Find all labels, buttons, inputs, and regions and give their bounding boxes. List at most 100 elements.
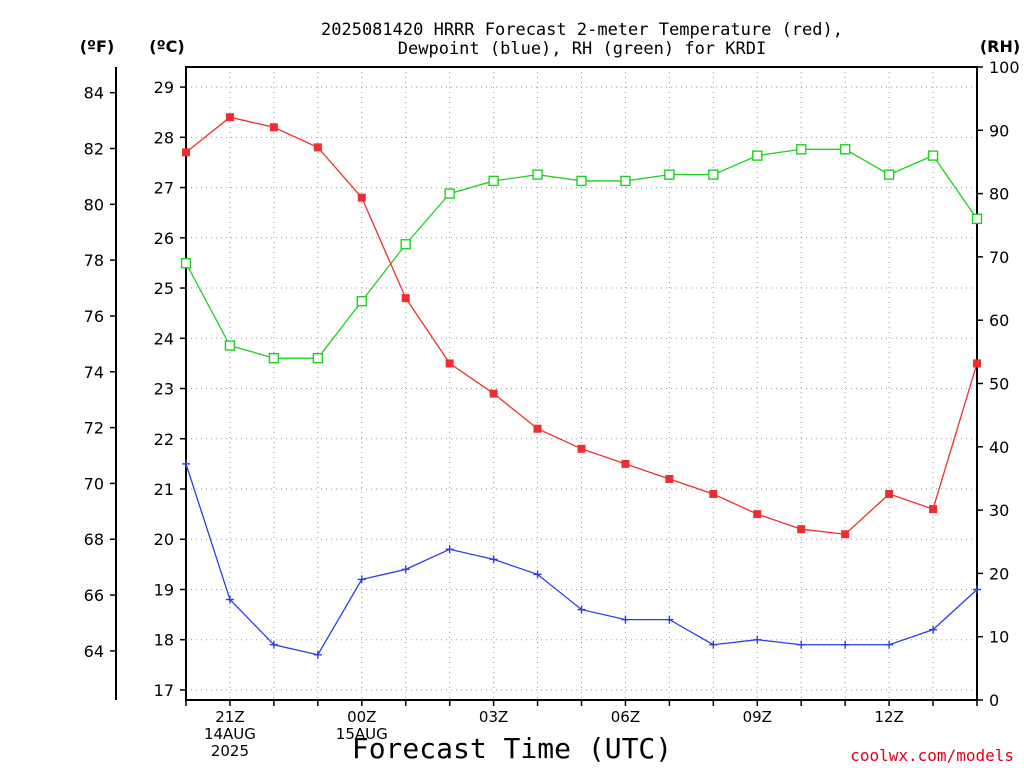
- x-axis-title: Forecast Time (UTC): [352, 732, 672, 765]
- temperature-point: [929, 505, 938, 514]
- celsius-tick-label: 23: [154, 380, 174, 399]
- temperature-point: [885, 490, 894, 499]
- fahrenheit-tick-label: 76: [84, 307, 104, 326]
- fahrenheit-tick-label: 78: [84, 251, 104, 270]
- rh-point: [752, 150, 763, 161]
- time-tick-label: 00Z: [347, 708, 376, 726]
- rh-point: [927, 150, 939, 161]
- dewpoint-point: [357, 575, 366, 584]
- time-tick-label: 21Z: [215, 708, 244, 726]
- celsius-tick-label: 29: [154, 78, 174, 97]
- rh-point: [708, 169, 719, 180]
- time-tick-label: 06Z: [611, 708, 640, 726]
- temperature-point: [841, 530, 850, 539]
- rh-tick-label: 10: [989, 628, 1009, 647]
- celsius-tick-label: 22: [154, 430, 174, 449]
- dewpoint-point: [973, 585, 981, 594]
- celsius-tick-label: 18: [154, 631, 174, 650]
- celsius-tick-label: 28: [154, 128, 174, 147]
- fahrenheit-tick-label: 70: [84, 474, 104, 493]
- dewpoint-point: [269, 640, 278, 649]
- rh-point: [444, 188, 455, 199]
- dewpoint-point: [841, 640, 850, 649]
- rh-point: [576, 175, 587, 187]
- rh-point: [620, 175, 631, 187]
- dewpoint-point: [445, 545, 454, 554]
- temperature-point: [401, 294, 410, 303]
- fahrenheit-tick-label: 74: [84, 363, 104, 382]
- credit-text: coolwx.com/models: [850, 746, 1014, 765]
- time-tick-label: 09Z: [743, 708, 772, 726]
- dewpoint-point: [401, 565, 410, 574]
- rh-tick-label: 70: [989, 248, 1009, 267]
- chart-title-line2: Dewpoint (blue), RH (green) for KRDI: [398, 39, 766, 59]
- temperature-point: [313, 143, 322, 152]
- temperature-point: [665, 474, 674, 483]
- temperature-point: [577, 444, 586, 453]
- celsius-tick-label: 27: [154, 179, 174, 198]
- temperature-point: [489, 389, 498, 398]
- celsius-tick-label: 19: [154, 580, 174, 599]
- dewpoint-point: [929, 625, 938, 634]
- celsius-tick-label: 20: [154, 530, 174, 549]
- rh-point: [224, 340, 236, 351]
- fahrenheit-tick-label: 66: [84, 586, 104, 605]
- rh-unit-label: (RH): [980, 37, 1020, 56]
- rh-tick-label: 0: [989, 691, 999, 710]
- rh-point: [268, 352, 280, 364]
- temperature-point: [269, 123, 278, 132]
- temperature-point: [225, 113, 234, 122]
- rh-point: [400, 239, 411, 250]
- temperature-point: [445, 359, 454, 368]
- temperature-point: [533, 424, 542, 433]
- dewpoint-point: [577, 605, 586, 614]
- rh-point: [883, 169, 895, 180]
- celsius-unit-label: (ºC): [149, 37, 184, 56]
- temperature-point: [709, 490, 718, 499]
- temperature-point: [621, 459, 630, 468]
- rh-point: [356, 296, 367, 307]
- rh-point: [796, 144, 807, 155]
- temperature-point: [182, 148, 190, 157]
- rh-tick-label: 20: [989, 564, 1009, 583]
- dewpoint-point: [621, 615, 630, 624]
- fahrenheit-tick-label: 84: [84, 84, 104, 103]
- celsius-axis: 17 18 19 20 21 22 23 24 25 26 27 28 29: [154, 78, 186, 700]
- time-tick-label: 12Z: [874, 708, 903, 726]
- fahrenheit-tick-label: 64: [84, 642, 104, 661]
- rh-point: [180, 258, 192, 269]
- dewpoint-point: [533, 570, 542, 579]
- rh-tick-label: 100: [989, 58, 1020, 77]
- rh-point: [312, 352, 324, 364]
- rh-tick-label: 60: [989, 311, 1009, 330]
- celsius-tick-label: 17: [154, 681, 174, 700]
- fahrenheit-axis: 64 66 68 70 72 74 76 78 80 82 84: [84, 84, 116, 661]
- dewpoint-point: [885, 640, 894, 649]
- dewpoint-point: [225, 595, 234, 604]
- dewpoint-point: [182, 459, 190, 468]
- dewpoint-point: [665, 615, 674, 624]
- fahrenheit-tick-label: 82: [84, 139, 104, 158]
- rh-tick-label: 50: [989, 375, 1009, 394]
- grid-lines: [186, 67, 977, 700]
- rh-tick-label: 40: [989, 438, 1009, 457]
- time-tick-label: 2025: [211, 742, 249, 760]
- dewpoint-point: [709, 640, 718, 649]
- temperature-point: [753, 510, 762, 519]
- rh-point: [839, 144, 851, 155]
- rh-point: [488, 175, 499, 187]
- time-tick-label: 15AUG: [336, 725, 388, 743]
- dewpoint-point: [797, 640, 806, 649]
- rh-tick-label: 30: [989, 501, 1009, 520]
- dewpoint-point: [489, 555, 498, 564]
- time-tick-label: 14AUG: [204, 725, 256, 743]
- chart-title-line1: 2025081420 HRRR Forecast 2-meter Tempera…: [321, 20, 843, 40]
- plot-frame: [185, 66, 978, 701]
- rh-axis: 0 10 20 30 40 50 60 70 80 90 100: [977, 58, 1020, 710]
- rh-point: [971, 213, 983, 225]
- dewpoint-point: [753, 635, 762, 644]
- rh-point: [664, 169, 675, 180]
- fahrenheit-tick-label: 72: [84, 419, 104, 438]
